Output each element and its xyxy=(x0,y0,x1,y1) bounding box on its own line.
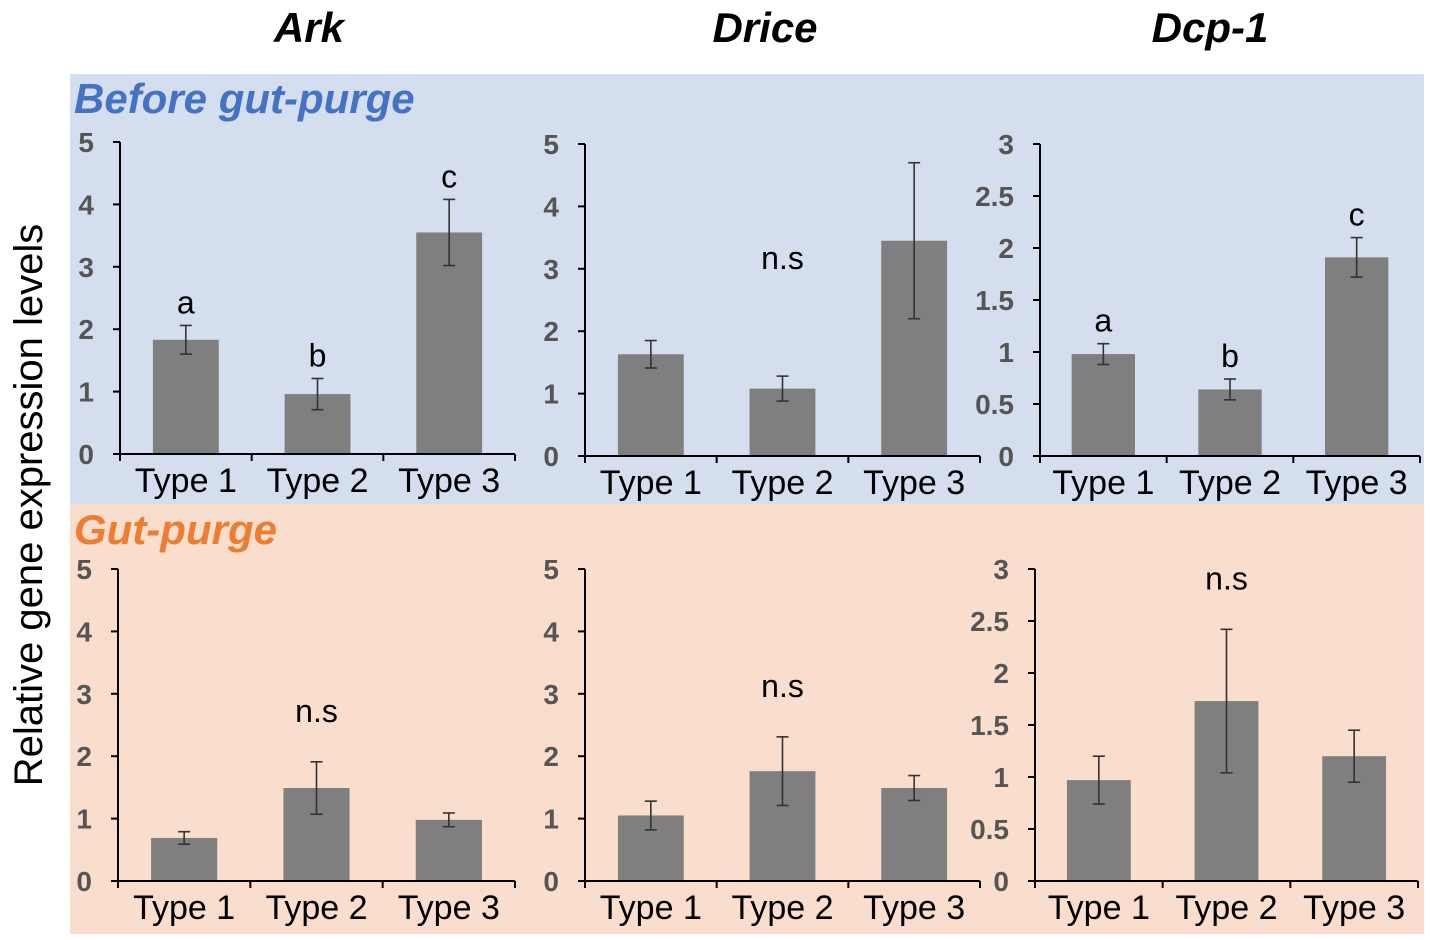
y-tick-label: 3 xyxy=(78,252,94,283)
x-tick-label: Type 2 xyxy=(1179,464,1281,502)
y-tick-label: 5 xyxy=(78,127,94,158)
significance-letter: a xyxy=(177,284,195,320)
x-tick-label: Type 1 xyxy=(135,462,237,500)
y-tick-label: 4 xyxy=(78,189,94,220)
x-tick-label: Type 1 xyxy=(1048,889,1150,927)
y-tick-label: 4 xyxy=(543,616,559,647)
y-tick-label: 1 xyxy=(998,337,1014,368)
y-tick-label: 3 xyxy=(76,679,92,710)
x-tick-label: Type 3 xyxy=(863,889,965,927)
significance-letter: c xyxy=(1349,197,1365,233)
y-tick-label: 0 xyxy=(993,866,1009,897)
x-tick-label: Type 3 xyxy=(398,889,500,927)
bar xyxy=(617,354,684,456)
chart-3: 0 0.5 1 1.5 2 2.5 3 a b c Type 1 Type 2 Type 3 xyxy=(975,129,1421,502)
y-tick-label: 2 xyxy=(76,741,92,772)
x-tick-label: Type 3 xyxy=(1303,889,1405,927)
significance-annotation: n.s xyxy=(761,668,804,704)
significance-letter: a xyxy=(1094,303,1112,339)
y-tick-label: 3 xyxy=(543,679,559,710)
chart-6: 0 0.5 1 1.5 2 2.5 3 Type 1 Type 2 Type 3 n.s xyxy=(970,554,1419,927)
y-tick-label: 3 xyxy=(543,254,559,285)
x-tick-label: Type 2 xyxy=(731,889,833,927)
x-tick-label: Type 3 xyxy=(398,462,500,500)
y-tick-label: 0 xyxy=(78,439,94,470)
significance-letter: b xyxy=(309,337,327,373)
y-tick-label: 0 xyxy=(543,866,559,897)
x-tick-label: Type 2 xyxy=(265,889,367,927)
gene-title-drice: Drice xyxy=(712,4,817,51)
y-tick-label: 5 xyxy=(543,554,559,585)
y-tick-label: 2.5 xyxy=(975,181,1014,212)
chart-1: 0 1 2 3 4 5 a b c Type 1 Type 2 Type 3 xyxy=(78,127,516,500)
bar xyxy=(152,339,219,454)
y-tick-label: 1 xyxy=(993,762,1009,793)
significance-letter: b xyxy=(1221,338,1239,374)
y-tick-label: 2 xyxy=(78,314,94,345)
y-tick-label: 1 xyxy=(543,379,559,410)
y-tick-label: 1 xyxy=(78,377,94,408)
y-tick-label: 4 xyxy=(543,191,559,222)
x-tick-label: Type 1 xyxy=(600,464,702,502)
y-tick-label: 1.5 xyxy=(975,285,1014,316)
chart-4: 0 1 2 3 4 5 Type 1 Type 2 Type 3 n.s xyxy=(76,554,516,927)
bar xyxy=(416,232,483,454)
condition-label-before: Before gut-purge xyxy=(74,75,415,122)
x-tick-label: Type 1 xyxy=(1052,464,1154,502)
bar xyxy=(1071,354,1135,456)
bar xyxy=(1325,257,1389,456)
y-tick-label: 2 xyxy=(543,741,559,772)
significance-annotation: n.s xyxy=(761,240,804,276)
x-tick-label: Type 2 xyxy=(1175,889,1277,927)
x-tick-label: Type 3 xyxy=(1306,464,1408,502)
chart-2: 0 1 2 3 4 5 Type 1 Type 2 Type 3 n.s xyxy=(543,129,981,502)
y-tick-label: 2 xyxy=(998,233,1014,264)
chart-5: 0 1 2 3 4 5 Type 1 Type 2 Type 3 n.s xyxy=(543,554,981,927)
condition-label-gut-purge: Gut-purge xyxy=(74,506,277,553)
y-tick-label: 3 xyxy=(998,129,1014,160)
significance-letter: c xyxy=(441,158,457,194)
bar xyxy=(881,788,948,881)
y-tick-label: 5 xyxy=(76,554,92,585)
significance-annotation: n.s xyxy=(295,693,338,729)
gene-title-dcp1: Dcp-1 xyxy=(1152,4,1269,51)
x-tick-label: Type 2 xyxy=(731,464,833,502)
y-axis-label: Relative gene expression levels xyxy=(7,224,51,787)
y-tick-label: 4 xyxy=(76,616,92,647)
y-tick-label: 3 xyxy=(993,554,1009,585)
x-tick-label: Type 1 xyxy=(600,889,702,927)
x-tick-label: Type 2 xyxy=(266,462,368,500)
y-tick-label: 0 xyxy=(76,866,92,897)
x-tick-label: Type 3 xyxy=(863,464,965,502)
y-tick-label: 1 xyxy=(76,804,92,835)
x-tick-label: Type 1 xyxy=(133,889,235,927)
bar xyxy=(151,837,218,881)
y-tick-label: 0 xyxy=(998,441,1014,472)
y-tick-label: 2 xyxy=(993,658,1009,689)
charts-container: 0 1 2 3 4 5 a b c Type 1 Type 2 Type 3 0 1 2 3 4 5 Type 1 T… xyxy=(76,127,1421,927)
y-tick-label: 0.5 xyxy=(970,814,1009,845)
y-tick-label: 2.5 xyxy=(970,606,1009,637)
y-tick-label: 5 xyxy=(543,129,559,160)
y-tick-label: 2 xyxy=(543,316,559,347)
gene-title-ark: Ark xyxy=(273,4,347,51)
y-tick-label: 0 xyxy=(543,441,559,472)
significance-annotation: n.s xyxy=(1205,560,1248,596)
y-tick-label: 1 xyxy=(543,804,559,835)
y-tick-label: 1.5 xyxy=(970,710,1009,741)
bar xyxy=(415,819,482,881)
y-tick-label: 0.5 xyxy=(975,389,1014,420)
